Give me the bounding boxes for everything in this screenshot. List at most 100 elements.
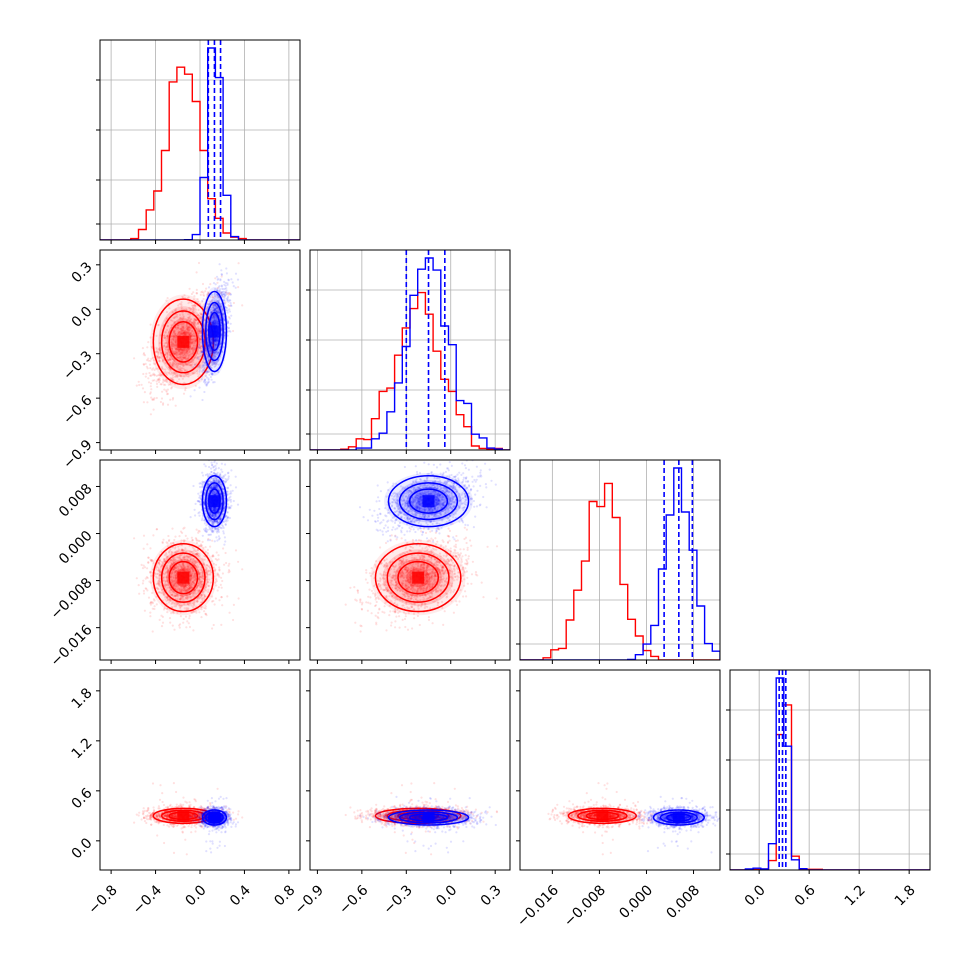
sample-point: [172, 398, 174, 400]
sample-point: [152, 534, 154, 536]
sample-point: [185, 616, 187, 618]
sample-point: [141, 384, 143, 386]
sample-point: [149, 547, 151, 549]
sample-point: [149, 393, 151, 395]
sample-point: [143, 401, 145, 403]
sample-point: [184, 389, 186, 391]
sample-point: [138, 381, 140, 383]
sample-point: [229, 612, 231, 614]
sample-point: [218, 586, 220, 588]
sample-point: [226, 272, 228, 274]
sample-point: [230, 490, 232, 492]
sample-point: [230, 302, 232, 304]
sample-point: [146, 346, 148, 348]
sample-point: [149, 615, 151, 617]
sample-point: [147, 358, 149, 360]
sample-point: [212, 466, 214, 468]
sample-point: [179, 623, 181, 625]
sample-point: [194, 364, 196, 366]
sample-point: [228, 565, 230, 567]
sample-point: [223, 293, 225, 295]
sample-point: [223, 295, 225, 297]
sample-point: [197, 345, 199, 347]
sample-point: [138, 384, 140, 386]
sample-point: [185, 535, 187, 537]
sample-point: [230, 315, 232, 317]
sample-point: [216, 282, 218, 284]
sample-point: [221, 596, 223, 598]
sample-point: [222, 547, 224, 549]
sample-point: [147, 557, 149, 559]
sample-point: [213, 624, 215, 626]
sample-point: [152, 630, 154, 632]
sample-point: [235, 486, 237, 488]
sample-point: [206, 473, 208, 475]
sample-point: [237, 286, 239, 288]
sample-point: [162, 622, 164, 624]
sample-point: [142, 580, 144, 582]
sample-point: [159, 619, 161, 621]
sample-point: [227, 296, 229, 298]
sample-point: [215, 536, 217, 538]
sample-point: [235, 549, 237, 551]
sample-point: [195, 347, 197, 349]
sample-point: [200, 352, 202, 354]
sample-point: [201, 370, 203, 372]
sample-point: [196, 529, 198, 531]
sample-point: [227, 279, 229, 281]
sample-point: [146, 543, 148, 545]
sample-point: [221, 587, 223, 589]
sample-point: [150, 375, 152, 377]
sample-point: [241, 568, 243, 570]
sample-point: [196, 271, 198, 273]
sample-point: [233, 285, 235, 287]
sample-point: [226, 298, 228, 300]
sample-point: [167, 297, 169, 299]
sample-point: [143, 548, 145, 550]
sample-point: [198, 611, 200, 613]
sample-point: [215, 564, 217, 566]
sample-point: [226, 595, 228, 597]
sample-point: [229, 570, 231, 572]
sample-point: [217, 278, 219, 280]
sample-point: [202, 292, 204, 294]
sample-point: [197, 358, 199, 360]
sample-point: [142, 567, 144, 569]
sample-point: [221, 580, 223, 582]
sample-point: [237, 504, 239, 506]
sample-point: [199, 335, 201, 337]
sample-point: [228, 308, 230, 310]
sample-point: [201, 367, 203, 369]
sample-point: [204, 382, 206, 384]
sample-point: [205, 375, 207, 377]
sample-point: [149, 367, 151, 369]
sample-point: [143, 352, 145, 354]
sample-point: [226, 282, 228, 284]
sample-point: [230, 305, 232, 307]
sample-point: [203, 380, 205, 382]
sample-point: [183, 527, 185, 529]
sample-point: [215, 283, 217, 285]
sample-point: [214, 381, 216, 383]
sample-point: [220, 584, 222, 586]
sample-point: [230, 323, 232, 325]
sample-point: [147, 341, 149, 343]
sample-point: [161, 391, 163, 393]
sample-point: [141, 564, 143, 566]
sample-point: [200, 616, 202, 618]
sample-point: [146, 589, 148, 591]
sample-point: [188, 622, 190, 624]
sample-point: [180, 615, 182, 617]
sample-point: [138, 593, 140, 595]
sample-point: [225, 562, 227, 564]
sample-point: [227, 312, 229, 314]
sample-point: [232, 281, 234, 283]
sample-point: [227, 292, 229, 294]
sample-point: [211, 540, 213, 542]
sample-point: [216, 551, 218, 553]
sample-point: [160, 401, 162, 403]
sample-point: [211, 627, 213, 629]
sample-point: [200, 305, 202, 307]
sample-point: [162, 402, 164, 404]
sample-point: [143, 592, 145, 594]
